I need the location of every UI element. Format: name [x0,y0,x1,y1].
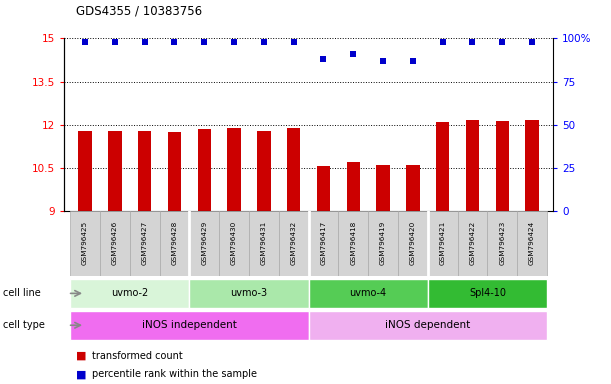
Bar [428,211,458,276]
Text: uvmo-2: uvmo-2 [111,288,148,298]
Text: GSM796426: GSM796426 [112,220,118,265]
Text: GSM796421: GSM796421 [440,220,445,265]
Text: GSM796432: GSM796432 [291,220,297,265]
Point [110,39,120,45]
Bar [466,121,479,211]
Bar [70,211,100,276]
Text: GSM796427: GSM796427 [142,220,148,265]
Bar [168,132,181,211]
Text: GSM796417: GSM796417 [320,220,326,265]
Bar [436,122,449,211]
Point [318,56,328,62]
Bar [189,211,219,276]
Bar [70,279,189,308]
Point [199,39,209,45]
Text: cell type: cell type [3,320,45,330]
Bar [346,162,360,211]
Text: GSM796424: GSM796424 [529,220,535,265]
Text: cell line: cell line [3,288,41,298]
Bar [517,211,547,276]
Point [289,39,299,45]
Point [527,39,537,45]
Bar [78,131,92,211]
Point [259,39,269,45]
Bar [100,211,130,276]
Point [348,51,358,57]
Bar [249,211,279,276]
Bar [287,128,301,211]
Bar [309,279,428,308]
Bar [70,311,309,340]
Text: iNOS dependent: iNOS dependent [385,320,470,330]
Bar [458,211,488,276]
Text: transformed count: transformed count [92,351,183,361]
Bar [488,211,517,276]
Bar [496,121,509,211]
Bar [138,131,152,211]
Point [467,39,477,45]
Bar [428,279,547,308]
Point [378,58,388,64]
Point [169,39,179,45]
Text: GSM796419: GSM796419 [380,220,386,265]
Text: GDS4355 / 10383756: GDS4355 / 10383756 [76,4,202,17]
Text: GSM796418: GSM796418 [350,220,356,265]
Text: GSM796423: GSM796423 [499,220,505,265]
Bar [398,211,428,276]
Text: GSM796422: GSM796422 [469,220,475,265]
Point [140,39,150,45]
Text: Spl4-10: Spl4-10 [469,288,506,298]
Point [497,39,507,45]
Bar [316,166,330,211]
Text: ■: ■ [76,369,87,379]
Text: uvmo-4: uvmo-4 [349,288,387,298]
Bar [227,128,241,211]
Bar [525,121,539,211]
Bar [197,129,211,211]
Bar [309,311,547,340]
Point [229,39,239,45]
Point [408,58,418,64]
Bar [279,211,309,276]
Bar [338,211,368,276]
Text: percentile rank within the sample: percentile rank within the sample [92,369,257,379]
Bar [108,131,122,211]
Bar [309,211,338,276]
Text: iNOS independent: iNOS independent [142,320,237,330]
Point [438,39,448,45]
Bar [159,211,189,276]
Text: GSM796429: GSM796429 [201,220,207,265]
Text: ■: ■ [76,351,87,361]
Bar [219,211,249,276]
Text: GSM796431: GSM796431 [261,220,267,265]
Bar [130,211,159,276]
Text: GSM796428: GSM796428 [172,220,177,265]
Bar [406,165,420,211]
Bar [257,131,271,211]
Point [80,39,90,45]
Text: GSM796420: GSM796420 [410,220,416,265]
Bar [189,279,309,308]
Text: uvmo-3: uvmo-3 [230,288,268,298]
Text: GSM796425: GSM796425 [82,220,88,265]
Text: GSM796430: GSM796430 [231,220,237,265]
Bar [368,211,398,276]
Bar [376,165,390,211]
